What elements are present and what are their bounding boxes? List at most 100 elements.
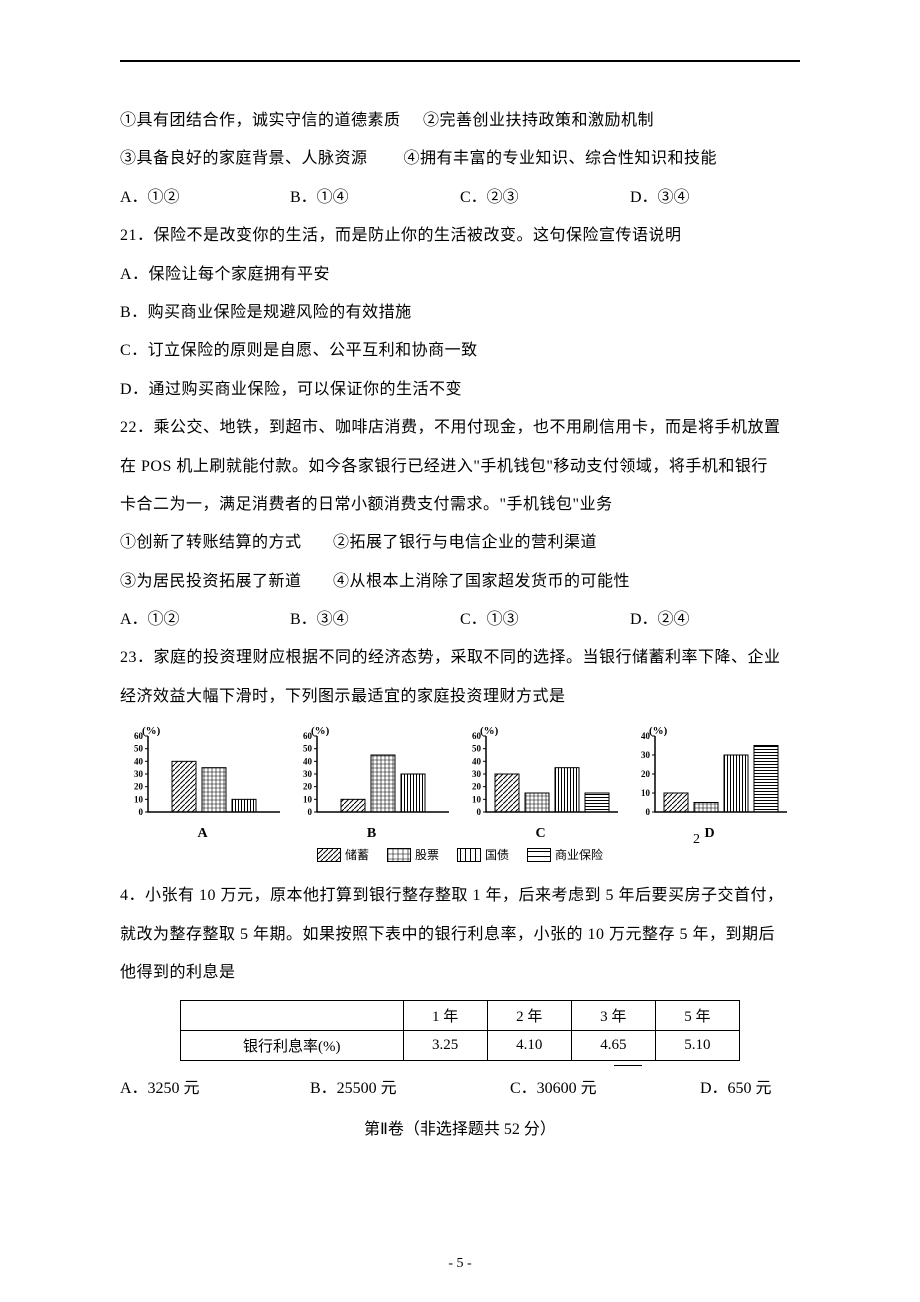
svg-text:(%): (%) (649, 725, 668, 737)
page-number: - 5 - (0, 1256, 920, 1272)
legend-insurance-label: 商业保险 (555, 846, 603, 863)
legend-savings-label: 储蓄 (345, 846, 369, 863)
chart-A: (%)60 50 40 30 20 10 0 A (120, 724, 285, 842)
top-rule (120, 60, 800, 62)
q23-stem1: 23．家庭的投资理财应根据不同的经济态势，采取不同的选择。当银行储蓄利率下降、企… (120, 639, 800, 677)
chart-D-svg: (%)403020100 (627, 724, 792, 824)
stray-overline (614, 1065, 642, 1066)
q20-items-row1: ①具有团结合作，诚实守信的道德素质 ②完善创业扶持政策和激励机制 (120, 102, 800, 140)
legend-stocks-label: 股票 (415, 846, 439, 863)
chart-A-label: A (120, 826, 285, 842)
svg-text:30: 30 (134, 769, 144, 779)
q24-stem1: 4．小张有 10 万元，原本他打算到银行整存整取 1 年，后来考虑到 5 年后要… (120, 877, 800, 915)
legend-bonds: 国债 (457, 846, 509, 863)
svg-text:60: 60 (472, 731, 482, 741)
q24-stem2: 就改为整存整取 5 年期。如果按照下表中的银行利息率，小张的 10 万元整存 5… (120, 916, 800, 954)
svg-text:60: 60 (134, 731, 144, 741)
svg-text:10: 10 (303, 795, 313, 805)
q21-A: A．保险让每个家庭拥有平安 (120, 256, 800, 294)
q24-D: D．650 元 (700, 1071, 820, 1106)
svg-text:10: 10 (472, 795, 482, 805)
table-header-row: 1 年 2 年 3 年 5 年 (181, 1001, 740, 1031)
q22-items-row2: ③为居民投资拓展了新道 ④从根本上消除了国家超发货币的可能性 (120, 563, 800, 601)
col-1yr: 1 年 (403, 1001, 487, 1031)
svg-text:50: 50 (134, 744, 144, 754)
q20-choices: A．①② B．①④ C．②③ D．③④ (120, 179, 800, 217)
q22-stem2: 在 POS 机上刷就能付款。如今各家银行已经进入"手机钱包"移动支付领域，将手机… (120, 448, 800, 486)
legend-insurance-swatch (527, 848, 551, 862)
q23-stem2: 经济效益大幅下滑时，下列图示最适宜的家庭投资理财方式是 (120, 678, 800, 716)
q24-stem3: 他得到的利息是 (120, 954, 800, 992)
chart-B: (%)6050403020100 B (289, 724, 454, 842)
q22-stem3: 卡合二为一，满足消费者的日常小额消费支付需求。"手机钱包"业务 (120, 486, 800, 524)
svg-text:20: 20 (303, 782, 313, 792)
svg-text:0: 0 (477, 807, 482, 817)
q22-A: A．①② (120, 601, 290, 639)
q22-B: B．③④ (290, 601, 460, 639)
svg-text:40: 40 (134, 757, 144, 767)
row-label: 银行利息率(%) (181, 1031, 404, 1061)
legend-bonds-label: 国债 (485, 846, 509, 863)
q22-stem1: 22．乘公交、地铁，到超市、咖啡店消费，不用付现金，也不用刷信用卡，而是将手机放… (120, 409, 800, 447)
table-data-row: 银行利息率(%) 3.25 4.10 4.65 5.10 (181, 1031, 740, 1061)
q20-opt2: ②完善创业扶持政策和激励机制 (423, 112, 654, 129)
q24-C: C．30600 元 (510, 1071, 700, 1106)
chart-C-svg: (%)60 50 40 30 20 10 0 (458, 724, 623, 824)
chart-C-label: C (458, 826, 623, 842)
legend-stocks: 股票 (387, 846, 439, 863)
svg-text:(%): (%) (142, 725, 161, 737)
q21-C: C．订立保险的原则是自愿、公平互利和协商一致 (120, 332, 800, 370)
q22-opt4: ④从根本上消除了国家超发货币的可能性 (333, 573, 630, 590)
q22-opt2: ②拓展了银行与电信企业的营利渠道 (333, 534, 597, 551)
q21-D: D．通过购买商业保险，可以保证你的生活不变 (120, 371, 800, 409)
svg-text:30: 30 (303, 769, 313, 779)
svg-text:50: 50 (303, 744, 313, 754)
svg-text:20: 20 (134, 782, 144, 792)
svg-text:10: 10 (134, 795, 144, 805)
q20-B: B．①④ (290, 179, 460, 217)
chart-D: (%)403020100 D (627, 724, 792, 842)
svg-text:40: 40 (472, 757, 482, 767)
svg-text:(%): (%) (480, 725, 499, 737)
svg-text:40: 40 (303, 757, 313, 767)
legend-bonds-swatch (457, 848, 481, 862)
legend-stocks-swatch (387, 848, 411, 862)
svg-text:10: 10 (641, 788, 651, 798)
interest-table: 1 年 2 年 3 年 5 年 银行利息率(%) 3.25 4.10 4.65 … (180, 1000, 740, 1061)
chart-C: (%)60 50 40 30 20 10 0 C (458, 724, 623, 842)
svg-text:50: 50 (472, 744, 482, 754)
svg-text:20: 20 (472, 782, 482, 792)
legend-insurance: 商业保险 (527, 846, 603, 863)
q22-opt3: ③为居民投资拓展了新道 (120, 573, 302, 590)
q20-A: A．①② (120, 179, 290, 217)
val-1yr: 3.25 (403, 1031, 487, 1061)
q20-D: D．③④ (630, 179, 800, 217)
col-5yr: 5 年 (655, 1001, 739, 1031)
val-5yr: 5.10 (655, 1031, 739, 1061)
q20-items-row2: ③具备良好的家庭背景、人脉资源 ④拥有丰富的专业知识、综合性知识和技能 (120, 140, 800, 178)
svg-text:20: 20 (641, 769, 651, 779)
chart-A-svg: (%)60 50 40 30 20 10 0 (120, 724, 285, 824)
legend-savings-swatch (317, 848, 341, 862)
svg-text:0: 0 (646, 807, 651, 817)
svg-text:30: 30 (472, 769, 482, 779)
q20-opt1: ①具有团结合作，诚实守信的道德素质 (120, 112, 401, 129)
chart-B-svg: (%)6050403020100 (289, 724, 454, 824)
q22-choices: A．①② B．③④ C．①③ D．②④ (120, 601, 800, 639)
q21-stem: 21．保险不是改变你的生活，而是防止你的生活被改变。这句保险宣传语说明 (120, 217, 800, 255)
q24-choices: A．3250 元 B．25500 元 C．30600 元 D．650 元 (120, 1071, 800, 1106)
q22-items-row1: ①创新了转账结算的方式 ②拓展了银行与电信企业的营利渠道 (120, 524, 800, 562)
section-2-title: 第Ⅱ卷（非选择题共 52 分） (120, 1111, 800, 1149)
svg-text:0: 0 (139, 807, 144, 817)
chart-B-label: B (289, 826, 454, 842)
q24-B: B．25500 元 (310, 1071, 510, 1106)
q22-D: D．②④ (630, 601, 800, 639)
col-3yr: 3 年 (571, 1001, 655, 1031)
val-3yr: 4.65 (571, 1031, 655, 1061)
svg-text:60: 60 (303, 731, 313, 741)
svg-text:(%): (%) (311, 725, 330, 737)
q22-opt1: ①创新了转账结算的方式 (120, 534, 302, 551)
q20-opt3: ③具备良好的家庭背景、人脉资源 (120, 150, 368, 167)
page: ①具有团结合作，诚实守信的道德素质 ②完善创业扶持政策和激励机制 ③具备良好的家… (0, 0, 920, 1302)
q24-A: A．3250 元 (120, 1071, 310, 1106)
